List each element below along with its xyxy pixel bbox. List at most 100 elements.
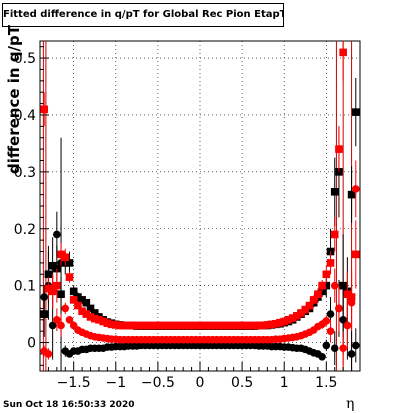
data-point-square: [213, 321, 221, 330]
grid-lines: [40, 41, 360, 371]
data-point-square: [90, 309, 99, 317]
data-point-square: [86, 313, 95, 321]
data-point-square: [339, 48, 347, 57]
data-point-square: [128, 321, 137, 330]
data-point-square: [124, 321, 133, 330]
data-point-square: [57, 290, 65, 298]
data-point-square: [259, 321, 267, 330]
data-point-circle: [351, 341, 360, 350]
data-point-circle: [339, 344, 347, 353]
data-point-square: [44, 284, 53, 293]
data-point-square: [137, 321, 145, 330]
data-point-square: [149, 321, 158, 330]
data-point-square: [120, 321, 129, 330]
data-point-square: [330, 230, 339, 239]
data-point-square: [145, 321, 154, 330]
data-point-square: [217, 321, 225, 330]
data-point-square: [175, 321, 183, 330]
data-point-square: [326, 259, 335, 267]
data-point-circle: [318, 352, 326, 361]
data-point-square: [280, 317, 289, 326]
data-point-square: [103, 319, 112, 328]
data-point-square: [116, 321, 124, 330]
data-point-square: [229, 321, 238, 330]
data-point-square: [179, 321, 187, 330]
data-point-square: [221, 321, 230, 330]
data-point-square: [53, 281, 61, 290]
data-point-square: [330, 187, 339, 196]
data-point-circle: [53, 230, 61, 239]
data-point-square: [99, 317, 107, 326]
data-point-circle: [57, 321, 65, 330]
data-point-square: [242, 321, 251, 330]
data-point-square: [255, 321, 263, 330]
data-point-square: [78, 296, 86, 304]
chart-title: Fitted difference in q/pT for Global Rec…: [2, 3, 284, 27]
data-point-square: [69, 287, 78, 296]
axis-ticks: [39, 46, 361, 371]
data-point-square: [74, 293, 82, 301]
data-point-square: [191, 321, 200, 330]
data-point-square: [196, 321, 204, 330]
data-point-circle: [351, 185, 360, 193]
x-tick-label: 0: [196, 375, 205, 391]
data-marks: [40, 41, 360, 371]
data-point-square: [162, 321, 171, 330]
data-point-square: [82, 298, 91, 307]
data-point-square: [48, 261, 57, 270]
x-tick-label: −1: [105, 375, 126, 391]
data-point-square: [343, 290, 352, 298]
data-point-square: [276, 318, 284, 327]
data-point-circle: [326, 327, 335, 335]
data-point-square: [246, 321, 255, 330]
data-point-square: [133, 321, 141, 330]
x-tick-label: 0.5: [231, 375, 253, 391]
data-point-square: [301, 305, 310, 314]
data-point-square: [158, 321, 166, 330]
data-point-square: [170, 321, 179, 330]
data-point-square: [111, 321, 120, 329]
data-point-square: [40, 310, 49, 318]
data-point-square: [351, 250, 360, 259]
data-point-square: [57, 250, 65, 259]
data-point-square: [61, 253, 70, 262]
data-point-square: [351, 108, 360, 116]
data-point-square: [297, 309, 305, 317]
data-point-square: [166, 321, 175, 330]
y-tick-label: 0.2: [14, 222, 36, 238]
data-point-circle: [347, 350, 356, 358]
data-point-square: [78, 307, 86, 316]
data-point-square: [74, 301, 82, 310]
boundary-lines: [42, 41, 353, 371]
data-point-square: [44, 270, 53, 279]
data-point-square: [335, 145, 343, 153]
data-point-square: [95, 315, 103, 324]
data-point-square: [238, 321, 246, 330]
data-point-square: [322, 281, 331, 290]
data-point-circle: [343, 321, 352, 330]
x-tick-label: −0.5: [141, 375, 175, 391]
tick-labels: −1.5 −1 −0.5 0 0.5 1 1.5 0 0.1 0.2 0.3 0.4 0.5: [14, 51, 338, 391]
x-axis-label: η: [346, 396, 355, 412]
data-point-square: [263, 321, 272, 329]
x-tick-label: −1.5: [57, 375, 91, 391]
data-point-circle: [44, 350, 53, 358]
data-point-square: [271, 319, 280, 328]
data-point-square: [69, 296, 78, 304]
data-point-square: [318, 287, 326, 296]
y-tick-label: 0: [27, 336, 36, 352]
data-point-square: [267, 320, 276, 329]
data-point-square: [318, 281, 326, 290]
data-point-square: [187, 321, 196, 330]
data-point-square: [322, 270, 331, 279]
data-point-circle: [330, 344, 339, 353]
date-stamp: Sun Oct 18 16:50:33 2020: [3, 400, 135, 410]
data-point-square: [204, 321, 213, 330]
data-point-square: [53, 264, 61, 273]
data-point-square: [86, 304, 95, 313]
data-point-square: [250, 321, 259, 330]
data-point-circle: [330, 281, 339, 290]
data-point-square: [65, 273, 74, 281]
data-point-square: [339, 281, 347, 290]
y-tick-label: 0.4: [14, 108, 36, 124]
